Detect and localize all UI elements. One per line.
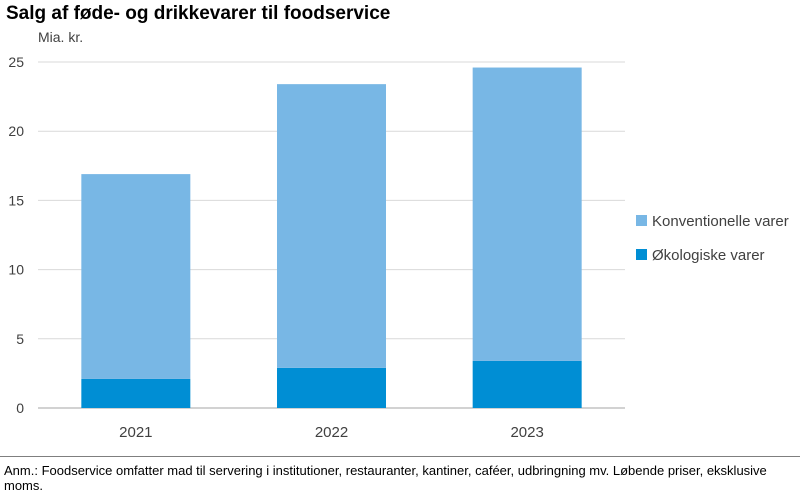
legend-label: Økologiske varer (652, 247, 765, 264)
stacked-bar-chart: Mia. kr. 0 5 10 15 20 25 2021 2022 2023 Konvent… (8, 29, 789, 441)
y-tick-label: 5 (16, 331, 24, 347)
bar-konventionelle-varer-2021 (81, 174, 191, 379)
bar--kologiske-varer-2021 (81, 378, 191, 408)
bar-konventionelle-varer-2023 (472, 67, 582, 361)
chart-title: Salg af føde- og drikkevarer til foodser… (6, 3, 391, 24)
x-tick-label: 2023 (510, 424, 543, 441)
y-tick-label: 20 (8, 123, 24, 139)
y-axis-ticks: 0 5 10 15 20 25 (8, 54, 24, 416)
y-tick-label: 15 (8, 192, 24, 208)
y-axis-label: Mia. kr. (38, 29, 83, 45)
bar--kologiske-varer-2023 (472, 360, 582, 408)
footer-divider (0, 456, 800, 457)
footnote: Anm.: Foodservice omfatter mad til serve… (4, 463, 767, 493)
legend-label: Konventionelle varer (652, 213, 789, 230)
x-tick-label: 2021 (119, 424, 152, 441)
x-axis-ticks: 2021 2022 2023 (119, 424, 544, 441)
legend-swatch (636, 249, 647, 260)
y-tick-label: 10 (8, 262, 24, 278)
bar-konventionelle-varer-2022 (277, 84, 386, 368)
legend: Konventionelle varer Økologiske varer (636, 213, 789, 264)
y-tick-label: 0 (16, 400, 24, 416)
y-tick-label: 25 (8, 54, 24, 70)
bars (81, 67, 582, 408)
x-tick-label: 2022 (315, 424, 348, 441)
bar--kologiske-varer-2022 (277, 367, 386, 408)
legend-swatch (636, 215, 647, 226)
